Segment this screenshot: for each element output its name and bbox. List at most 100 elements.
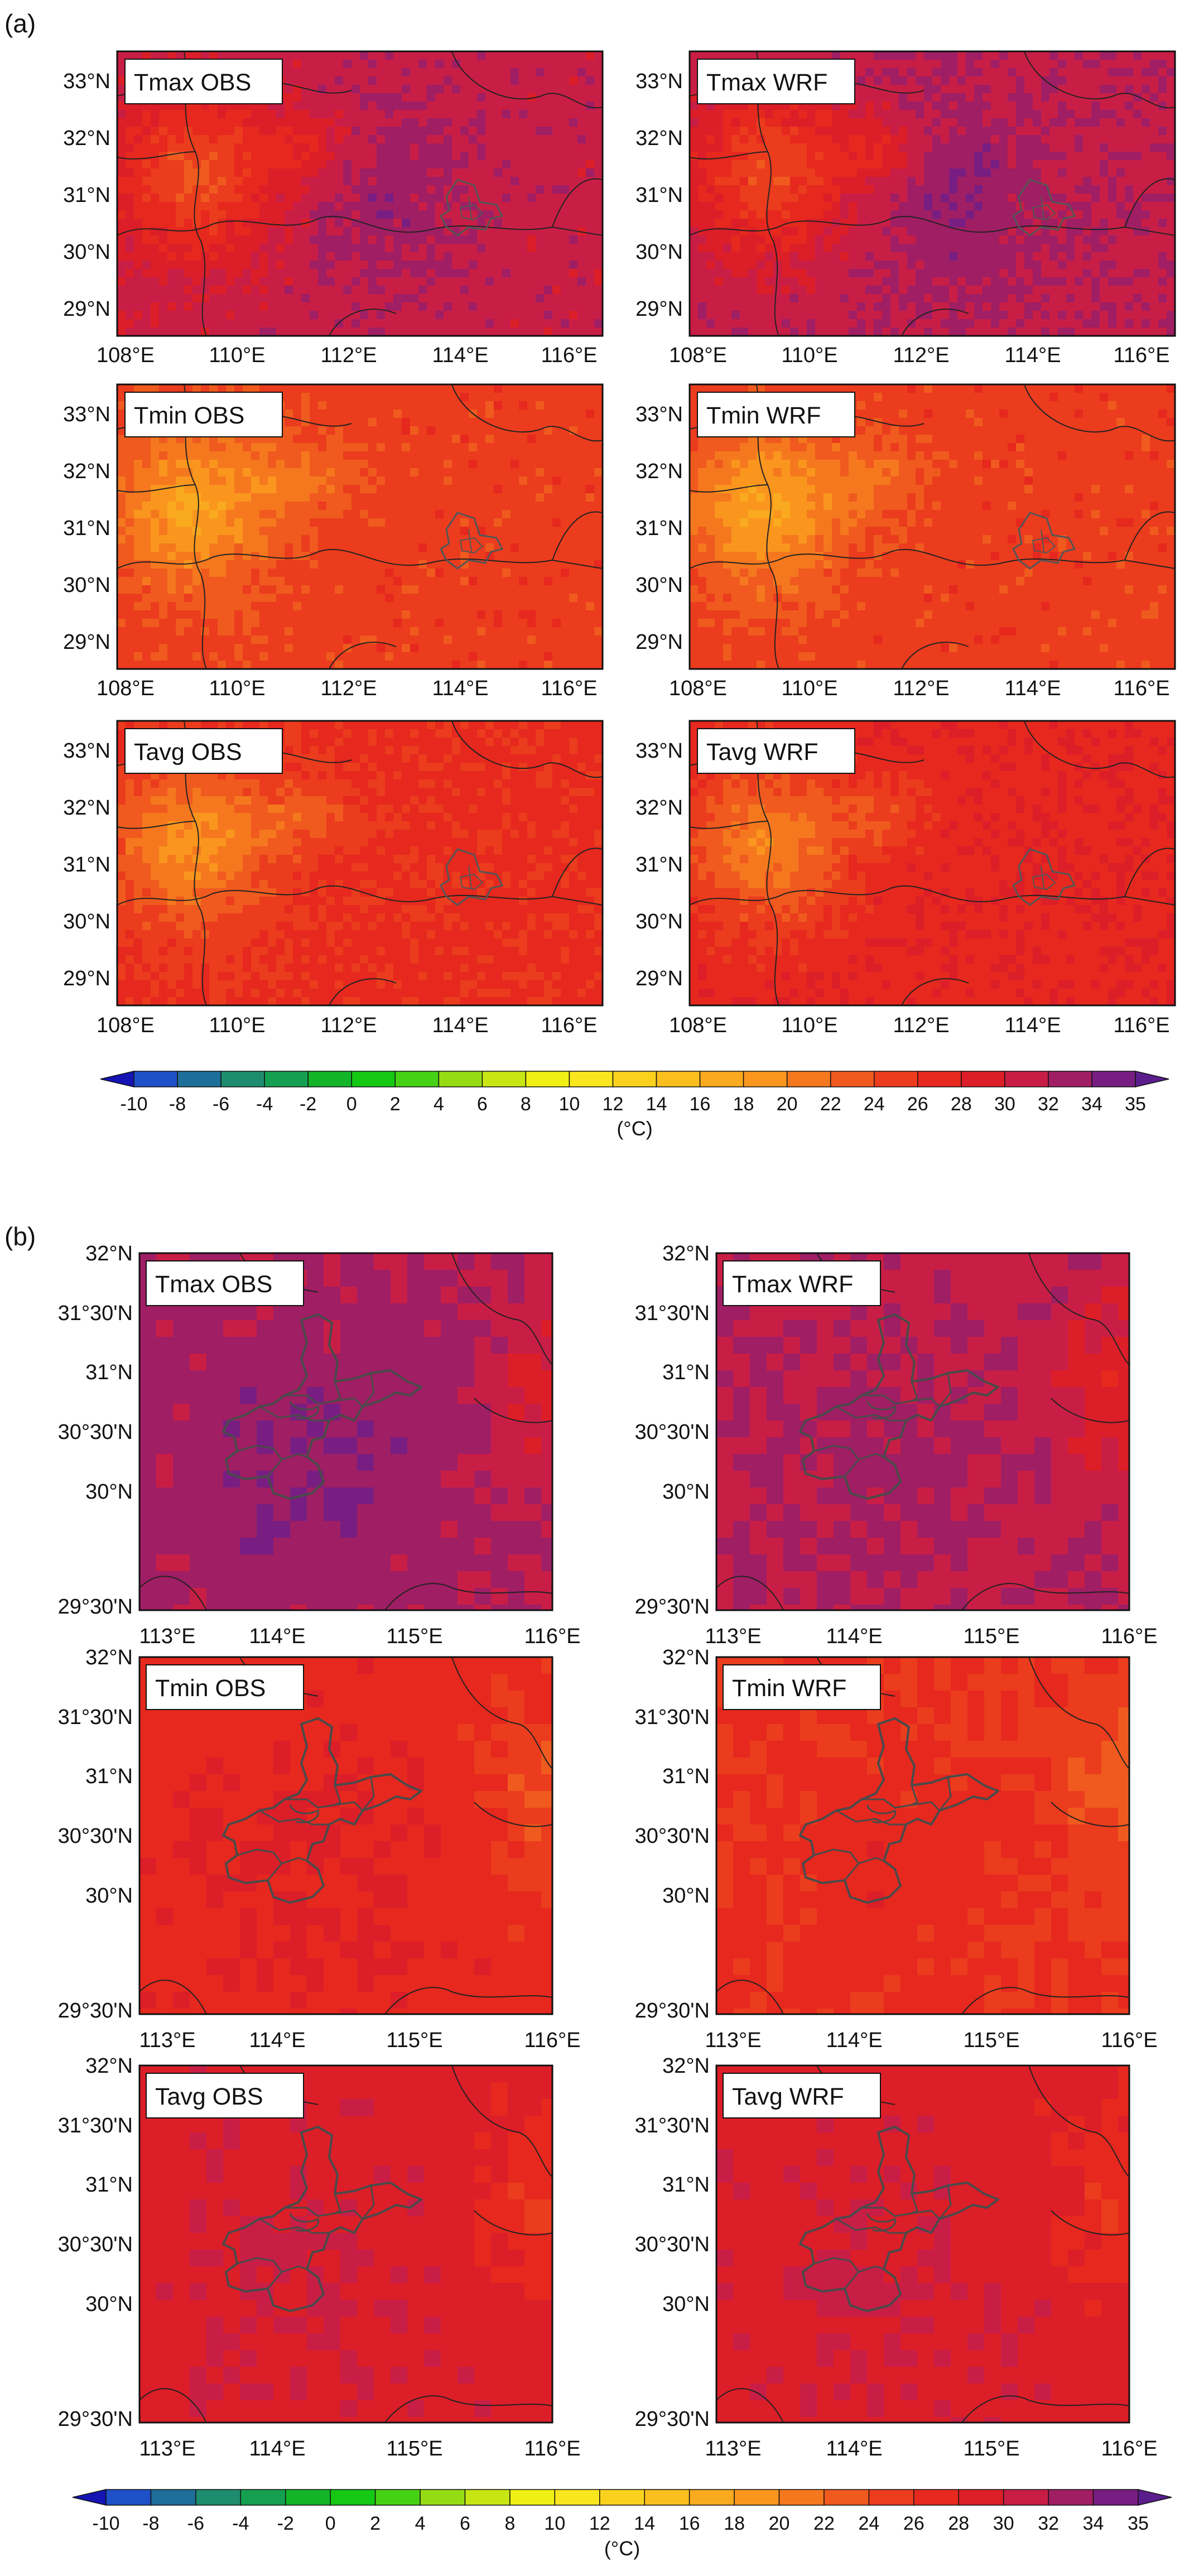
grid-cell bbox=[469, 152, 478, 161]
grid-cell bbox=[527, 194, 536, 203]
grid-cell bbox=[385, 510, 394, 519]
grid-cell bbox=[561, 269, 570, 278]
grid-cell bbox=[519, 51, 528, 60]
grid-cell bbox=[1125, 235, 1134, 244]
grid-cell bbox=[126, 127, 134, 136]
grid-cell bbox=[1049, 302, 1058, 311]
grid-cell bbox=[991, 194, 1000, 203]
grid-cell bbox=[377, 93, 386, 102]
grid-cell bbox=[117, 85, 126, 94]
grid-cell bbox=[427, 384, 436, 393]
grid-cell bbox=[444, 85, 452, 94]
grid-cell bbox=[251, 485, 260, 494]
grid-cell bbox=[142, 185, 151, 194]
grid-cell bbox=[326, 252, 335, 261]
grid-cell bbox=[1116, 143, 1125, 152]
grid-cell bbox=[485, 401, 494, 410]
grid-cell bbox=[218, 443, 227, 452]
grid-cell bbox=[351, 393, 360, 402]
grid-cell bbox=[343, 527, 352, 536]
grid-cell bbox=[740, 286, 749, 295]
grid-cell bbox=[402, 152, 411, 161]
grid-cell bbox=[435, 219, 444, 228]
grid-cell bbox=[368, 401, 377, 410]
grid-cell bbox=[126, 252, 134, 261]
grid-cell bbox=[410, 252, 419, 261]
grid-cell bbox=[865, 302, 874, 311]
grid-cell bbox=[698, 261, 707, 269]
grid-cell bbox=[1016, 177, 1025, 186]
grid-cell bbox=[343, 319, 352, 328]
grid-cell bbox=[1091, 202, 1100, 211]
grid-cell bbox=[469, 435, 478, 444]
grid-cell bbox=[276, 518, 285, 527]
grid-cell bbox=[536, 110, 545, 119]
grid-cell bbox=[469, 110, 478, 119]
grid-cell bbox=[1100, 252, 1109, 261]
grid-cell bbox=[1142, 177, 1150, 186]
grid-cell bbox=[393, 468, 402, 477]
grid-cell bbox=[798, 177, 807, 186]
grid-cell bbox=[134, 235, 143, 244]
grid-cell bbox=[192, 451, 201, 460]
grid-cell bbox=[259, 235, 268, 244]
grid-cell bbox=[393, 127, 402, 136]
grid-cell bbox=[957, 194, 966, 203]
grid-cell bbox=[126, 143, 134, 152]
grid-cell bbox=[1083, 102, 1092, 110]
grid-cell bbox=[849, 277, 858, 286]
grid-cell bbox=[765, 319, 774, 328]
grid-cell bbox=[966, 328, 975, 336]
grid-cell bbox=[1100, 227, 1109, 236]
grid-cell bbox=[469, 286, 478, 295]
grid-cell bbox=[966, 76, 975, 85]
grid-cell bbox=[857, 68, 866, 77]
grid-cell bbox=[402, 85, 411, 94]
grid-cell bbox=[259, 202, 268, 211]
grid-cell bbox=[276, 194, 285, 203]
grid-cell bbox=[335, 277, 344, 286]
grid-cell bbox=[460, 418, 469, 427]
grid-cell bbox=[243, 518, 252, 527]
grid-cell bbox=[159, 202, 168, 211]
grid-cell bbox=[285, 502, 293, 511]
grid-cell bbox=[890, 177, 899, 186]
grid-cell bbox=[293, 93, 302, 102]
grid-cell bbox=[1024, 160, 1033, 169]
grid-cell bbox=[410, 435, 419, 444]
grid-cell bbox=[577, 160, 586, 169]
grid-cell bbox=[1116, 328, 1125, 336]
grid-cell bbox=[1066, 143, 1075, 152]
grid-cell bbox=[326, 502, 335, 511]
grid-cell bbox=[494, 451, 503, 460]
grid-cell bbox=[1116, 85, 1125, 94]
grid-cell bbox=[740, 51, 749, 60]
grid-cell bbox=[723, 244, 732, 253]
grid-cell bbox=[167, 261, 176, 269]
grid-cell bbox=[126, 51, 134, 60]
grid-cell bbox=[251, 460, 260, 469]
grid-cell bbox=[1083, 219, 1092, 228]
grid-cell bbox=[268, 451, 277, 460]
grid-cell bbox=[218, 160, 227, 169]
grid-cell bbox=[209, 135, 218, 144]
grid-cell bbox=[932, 76, 941, 85]
grid-cell bbox=[765, 51, 774, 60]
grid-cell bbox=[577, 68, 586, 77]
grid-cell bbox=[402, 384, 411, 393]
grid-cell bbox=[485, 468, 494, 477]
grid-cell bbox=[351, 460, 360, 469]
grid-cell bbox=[126, 177, 134, 186]
grid-cell bbox=[1083, 244, 1092, 253]
grid-cell bbox=[251, 244, 260, 253]
grid-cell bbox=[485, 160, 494, 169]
grid-cell bbox=[477, 286, 486, 295]
map-title: Tmax WRF bbox=[706, 69, 827, 96]
grid-cell bbox=[251, 210, 260, 219]
grid-cell bbox=[418, 277, 427, 286]
grid-cell bbox=[460, 443, 469, 452]
grid-cell bbox=[857, 328, 866, 336]
grid-cell bbox=[552, 235, 561, 244]
grid-cell bbox=[586, 410, 595, 418]
